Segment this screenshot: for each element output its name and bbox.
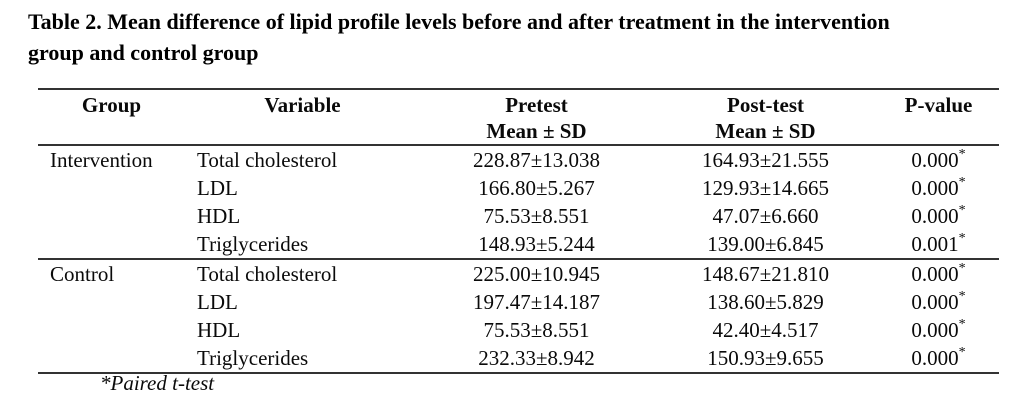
lipid-profile-table: Group Variable Pretest Mean ± SD Post-te… xyxy=(38,88,999,374)
col-header-label: Post-test xyxy=(727,93,804,117)
variable-cell: LDL xyxy=(197,290,238,314)
pretest-cell: 232.33±8.942 xyxy=(420,344,653,374)
variable-cell: Total cholesterol xyxy=(197,148,338,172)
table-caption-line2: group and control group xyxy=(28,40,259,65)
significance-marker: * xyxy=(958,203,966,218)
table-row: LDL 197.47±14.187 138.60±5.829 0.000* xyxy=(38,288,999,316)
col-header-sub: Mean ± SD xyxy=(486,119,587,143)
table-row: Intervention Total cholesterol 228.87±13… xyxy=(38,145,999,174)
table-row: Control Total cholesterol 225.00±10.945 … xyxy=(38,259,999,288)
pvalue-cell: 0.000* xyxy=(878,316,999,344)
pretest-cell: 75.53±8.551 xyxy=(483,318,590,342)
variable-cell: Total cholesterol xyxy=(197,262,338,286)
col-header-label: P-value xyxy=(904,93,973,117)
col-header-pretest: Pretest Mean ± SD xyxy=(420,88,653,146)
pvalue-cell: 0.000* xyxy=(878,174,999,202)
group-cell xyxy=(38,174,185,202)
col-header-group: Group xyxy=(38,88,185,146)
pretest-cell: 197.47±14.187 xyxy=(472,290,601,314)
pvalue-cell: 0.000* xyxy=(878,202,999,230)
posttest-cell: 47.07±6.660 xyxy=(712,204,819,228)
posttest-cell: 129.93±14.665 xyxy=(701,176,830,200)
pvalue: 0.000 xyxy=(911,346,959,370)
pretest-cell: 148.93±5.244 xyxy=(420,230,653,260)
table-row: HDL 75.53±8.551 42.40±4.517 0.000* xyxy=(38,316,999,344)
group-cell xyxy=(38,288,185,316)
posttest-cell: 148.67±21.810 xyxy=(701,262,830,286)
posttest-cell: 164.93±21.555 xyxy=(701,148,830,172)
pretest-cell: 228.87±13.038 xyxy=(472,148,601,172)
group-cell: Intervention xyxy=(50,148,153,172)
group-cell xyxy=(38,230,185,260)
col-header-posttest: Post-test Mean ± SD xyxy=(653,88,878,146)
posttest-cell: 42.40±4.517 xyxy=(712,318,819,342)
pvalue-cell: 0.000* xyxy=(878,259,999,288)
pvalue: 0.001 xyxy=(911,232,959,256)
col-header-variable: Variable xyxy=(185,88,420,146)
significance-marker: * xyxy=(958,147,966,162)
table-header: Group Variable Pretest Mean ± SD Post-te… xyxy=(38,88,999,146)
pretest-cell: 166.80±5.267 xyxy=(478,176,595,200)
significance-marker: * xyxy=(958,175,966,190)
pvalue: 0.000 xyxy=(911,204,959,228)
header-row: Group Variable Pretest Mean ± SD Post-te… xyxy=(38,88,999,146)
col-header-sub: Mean ± SD xyxy=(715,119,816,143)
significance-marker: * xyxy=(958,231,966,246)
significance-marker: * xyxy=(958,261,966,276)
significance-marker: * xyxy=(958,289,966,304)
table-row: Triglycerides 232.33±8.942 150.93±9.655 … xyxy=(38,344,999,374)
pvalue: 0.000 xyxy=(911,176,959,200)
significance-marker: * xyxy=(958,317,966,332)
variable-cell: HDL xyxy=(197,204,241,228)
pvalue: 0.000 xyxy=(911,148,959,172)
pvalue-cell: 0.000* xyxy=(878,145,999,174)
table-row: LDL 166.80±5.267 129.93±14.665 0.000* xyxy=(38,174,999,202)
table-caption: Table 2. Mean difference of lipid profil… xyxy=(28,6,1008,68)
significance-marker: * xyxy=(958,345,966,360)
pretest-cell: 75.53±8.551 xyxy=(483,204,590,228)
table-row: Triglycerides 148.93±5.244 139.00±6.845 … xyxy=(38,230,999,260)
pvalue: 0.000 xyxy=(911,262,959,286)
group-cell xyxy=(38,202,185,230)
posttest-cell: 139.00±6.845 xyxy=(653,230,878,260)
pvalue: 0.000 xyxy=(911,290,959,314)
group-cell xyxy=(38,316,185,344)
pvalue-cell: 0.001* xyxy=(878,230,999,260)
posttest-cell: 150.93±9.655 xyxy=(653,344,878,374)
table-body: Intervention Total cholesterol 228.87±13… xyxy=(38,145,999,374)
pvalue-cell: 0.000* xyxy=(878,344,999,374)
table-caption-line1: Table 2. Mean difference of lipid profil… xyxy=(28,9,890,34)
pvalue-cell: 0.000* xyxy=(878,288,999,316)
col-header-label: Group xyxy=(81,93,142,117)
pretest-cell: 225.00±10.945 xyxy=(472,262,601,286)
variable-cell: LDL xyxy=(197,176,238,200)
posttest-cell: 138.60±5.829 xyxy=(707,290,824,314)
col-header-label: Variable xyxy=(264,93,341,117)
col-header-label: Pretest xyxy=(505,93,568,117)
table-footnote: *Paired t-test xyxy=(100,371,215,395)
variable-cell: HDL xyxy=(197,318,241,342)
col-header-pvalue: P-value xyxy=(878,88,999,146)
pvalue: 0.000 xyxy=(911,318,959,342)
variable-cell: Triglycerides xyxy=(185,344,420,374)
variable-cell: Triglycerides xyxy=(185,230,420,260)
group-cell: Control xyxy=(50,262,115,286)
group-cell xyxy=(38,344,185,374)
table-row: HDL 75.53±8.551 47.07±6.660 0.000* xyxy=(38,202,999,230)
